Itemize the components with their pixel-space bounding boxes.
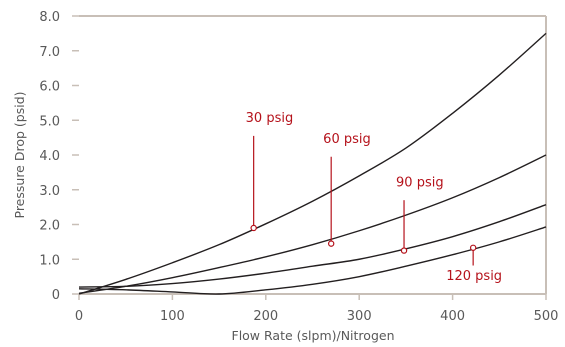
callout-marker-30-psig	[250, 224, 257, 232]
y-tick-label: 3.0	[39, 184, 60, 199]
series-line-90-psig	[78, 204, 547, 288]
callout-label-60-psig: 60 psig	[323, 132, 371, 147]
callout-marker-60-psig	[327, 240, 335, 247]
y-tick-label: 7.0	[39, 45, 60, 60]
callout-layer: 30 psig 60 psig 90 psig 120 psig	[246, 111, 502, 284]
callout-label-30-psig: 30 psig	[246, 111, 294, 126]
series-line-60-psig	[78, 154, 547, 295]
y-axis-title: Pressure Drop (psid)	[12, 91, 27, 218]
y-tick-label: 5.0	[39, 114, 60, 129]
x-tick-label: 100	[160, 309, 185, 324]
x-tick-label: 500	[534, 309, 559, 324]
y-tick-label: 8.0	[39, 10, 60, 25]
callout-marker-90-psig	[400, 247, 408, 254]
x-tick-label: 200	[253, 309, 278, 324]
y-tick-label: 4.0	[39, 149, 60, 164]
y-tick-label: 6.0	[39, 80, 60, 95]
callout-label-120-psig: 120 psig	[446, 269, 502, 284]
y-tick-label: 1.0	[39, 253, 60, 268]
series-line-30-psig	[78, 32, 547, 295]
x-tick-label: 300	[347, 309, 372, 324]
x-tick-label: 0	[75, 309, 83, 324]
callout-marker-120-psig	[469, 244, 477, 251]
y-tick-label: 0	[52, 288, 60, 303]
y-tick-label: 2.0	[39, 219, 60, 234]
x-axis-title: Flow Rate (slpm)/Nitrogen	[232, 328, 395, 343]
x-tick-label: 400	[440, 309, 465, 324]
series-layer	[78, 32, 547, 295]
series-line-120-psig	[78, 226, 547, 295]
callout-label-90-psig: 90 psig	[396, 175, 444, 190]
axes: 0 1.0 2.0 3.0 4.0 5.0 6.0 7.0 8.0 0 100 200 300 400 50…	[39, 10, 558, 324]
